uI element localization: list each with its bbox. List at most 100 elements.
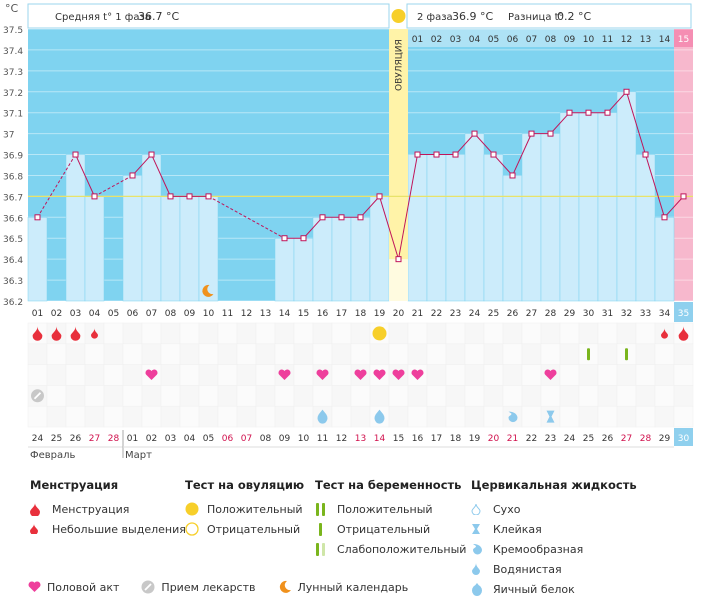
marker-cell — [483, 385, 504, 407]
cycle-day-label: 12 — [241, 309, 252, 319]
marker-cell — [540, 343, 561, 365]
marker-cell — [369, 385, 390, 407]
marker-cell — [331, 343, 352, 365]
temperature-point — [357, 214, 364, 221]
marker-cell — [388, 385, 409, 407]
marker-cell — [217, 322, 238, 345]
phase2-day-label: 14 — [659, 35, 671, 45]
temperature-point — [72, 151, 79, 158]
legend-ovulation-negative: Отрицательный — [207, 522, 301, 536]
temperature-bar — [654, 217, 675, 302]
cycle-day-label: 22 — [431, 309, 442, 319]
legend-cervical-egg-white: Яичный белок — [493, 582, 575, 596]
cycle-day-label: 04 — [89, 309, 101, 319]
marker-cell — [255, 405, 276, 428]
calendar-date-label: 25 — [51, 434, 62, 444]
marker-cell — [293, 385, 314, 407]
marker-cell — [103, 405, 124, 428]
marker-cell — [27, 364, 48, 386]
temperature-point — [300, 235, 307, 242]
temperature-point — [661, 214, 668, 221]
cycle-day-label: 23 — [450, 309, 461, 319]
legend-cervical: Цервикальная жидкость Сухо Клейкая Кремо… — [471, 478, 637, 599]
spotting-drop-icon — [661, 328, 668, 339]
temperature-line-segment — [626, 91, 646, 155]
calendar-date-label: 11 — [317, 434, 328, 444]
calendar-date-label: 08 — [260, 434, 272, 444]
calendar-date-label: 27 — [89, 434, 100, 444]
legend-pregnancy-faint: Слабоположительный — [337, 542, 467, 556]
legend-ovulation-test: Тест на овуляцию Положительный Отрицател… — [185, 478, 304, 539]
diff-value: 0.2 °C — [557, 10, 591, 23]
moon-icon — [202, 284, 214, 297]
phase2-value: 36.9 °C — [452, 10, 493, 23]
cycle-day-label: 31 — [602, 309, 613, 319]
marker-cell — [540, 385, 561, 407]
calendar-date-label: 23 — [545, 434, 556, 444]
y-tick-label: 37.4 — [3, 47, 23, 57]
temperature-line-segment — [455, 133, 475, 155]
temperature-point — [509, 172, 516, 179]
temperature-bar — [65, 154, 86, 302]
marker-cell — [445, 385, 466, 407]
moon-icon — [279, 580, 291, 593]
marker-cell — [312, 385, 333, 407]
marker-cell — [521, 364, 542, 386]
temperature-point — [471, 130, 478, 137]
cycle-day-label: 27 — [526, 309, 537, 319]
calendar-date-label: 04 — [184, 434, 196, 444]
temperature-point — [376, 193, 383, 200]
ovulation-bar — [389, 259, 408, 301]
temperature-line-segment — [512, 133, 532, 176]
marker-cell — [464, 364, 485, 386]
heart-icon — [278, 369, 291, 380]
marker-cell — [426, 364, 447, 386]
current-day-header — [674, 29, 693, 47]
temperature-point — [680, 193, 687, 200]
temperature-line-segment — [132, 154, 152, 176]
phase2-day-label: 01 — [412, 35, 423, 45]
marker-cell — [160, 364, 181, 386]
calendar-date-label: 17 — [431, 434, 442, 444]
egg-white-icon — [472, 582, 482, 596]
marker-cell — [103, 322, 124, 345]
legend-menstruation: Менструация Менструация Небольшие выделе… — [30, 478, 186, 539]
calendar-date-label: 15 — [393, 434, 404, 444]
marker-cell — [407, 343, 428, 365]
marker-cell — [578, 405, 599, 428]
cycle-day-label: 21 — [412, 309, 423, 319]
temperature-line-segment — [607, 91, 627, 114]
temperature-chart: °C Средняя t° 1 фаза 36.7 °C 2 фаза 36.9… — [3, 2, 694, 461]
marker-cell — [179, 405, 200, 428]
marker-cell — [635, 343, 656, 365]
temperature-bar — [160, 196, 181, 302]
marker-cell — [597, 405, 618, 428]
temperature-bar — [293, 237, 314, 302]
cycle-day-label: 19 — [374, 309, 386, 319]
marker-cell — [217, 405, 238, 428]
calendar-date-label: 21 — [507, 434, 518, 444]
calendar-date-label: 09 — [279, 434, 291, 444]
marker-cell — [673, 343, 694, 365]
cycle-day-label: 15 — [298, 309, 309, 319]
marker-cell — [350, 343, 371, 365]
calendar-date-label: 12 — [336, 434, 347, 444]
marker-cell — [217, 343, 238, 365]
temperature-line-segment — [360, 196, 380, 218]
temperature-line-segment — [94, 175, 133, 197]
marker-cell — [350, 405, 371, 428]
temperature-point — [585, 109, 592, 116]
calendar-date-label: 28 — [108, 434, 120, 444]
temperature-point — [281, 235, 288, 242]
cycle-day-label: 30 — [583, 309, 595, 319]
marker-cell — [597, 322, 618, 345]
temperature-bar — [369, 196, 390, 302]
marker-cell — [597, 364, 618, 386]
marker-cell — [217, 364, 238, 386]
temperature-bar — [578, 112, 599, 302]
temperature-bar — [502, 175, 523, 302]
cycle-day-label: 34 — [659, 309, 671, 319]
cycle-day-label: 28 — [545, 309, 557, 319]
temperature-bar — [445, 154, 466, 302]
